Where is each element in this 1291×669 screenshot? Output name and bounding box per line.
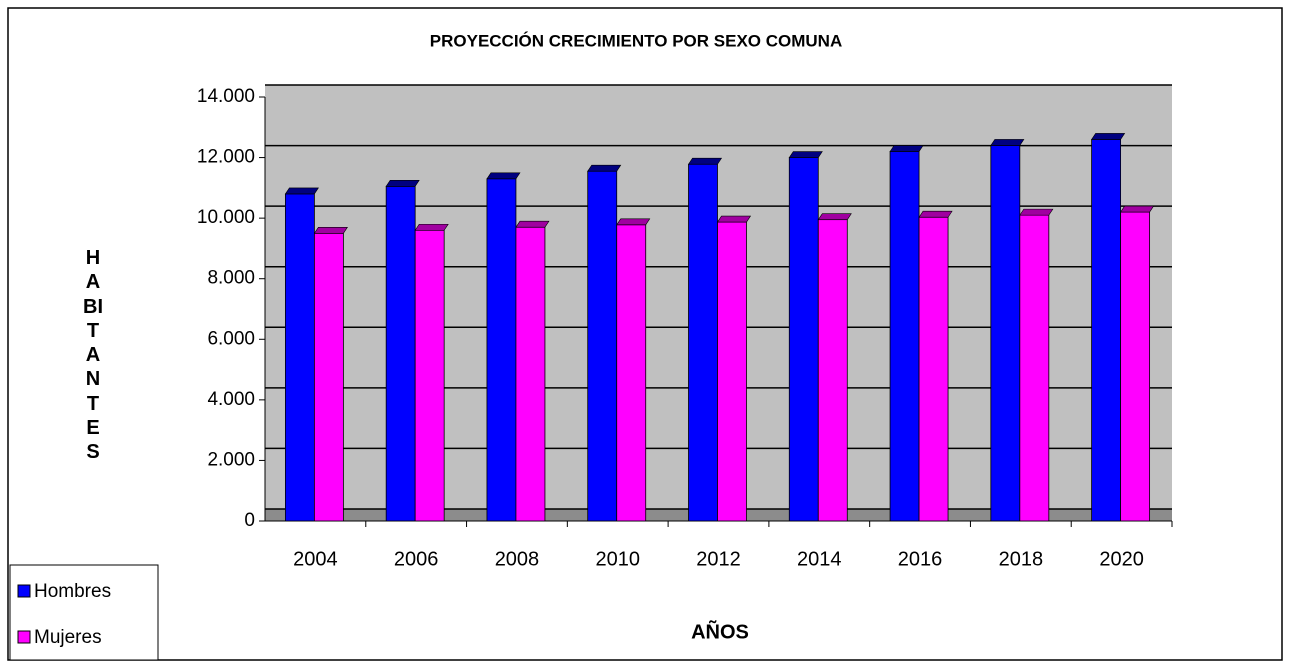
bar xyxy=(889,151,920,522)
bar-top xyxy=(284,187,319,195)
bar-top xyxy=(515,220,550,228)
bar-top xyxy=(817,213,852,220)
bar xyxy=(616,224,647,522)
bar xyxy=(990,145,1021,522)
bar xyxy=(918,216,949,522)
legend-swatch xyxy=(17,584,31,598)
x-tick-label: 2016 xyxy=(898,548,943,570)
bar-top xyxy=(1120,205,1155,213)
bar xyxy=(515,226,546,522)
x-tick-label: 2018 xyxy=(999,548,1044,570)
y-tick-label: 8.000 xyxy=(207,268,255,289)
y-tick-label: 10.000 xyxy=(197,207,255,228)
bar-top xyxy=(313,226,348,234)
x-tick-label: 2020 xyxy=(1099,548,1144,570)
bar-top xyxy=(687,157,723,165)
bar-top xyxy=(889,145,924,152)
bar-top xyxy=(587,164,622,172)
y-tick-label: 0 xyxy=(244,510,255,531)
legend-swatch xyxy=(17,630,31,644)
bar xyxy=(414,229,445,522)
bar xyxy=(385,185,416,522)
bar xyxy=(788,157,819,522)
bar xyxy=(1091,138,1122,522)
x-tick-label: 2008 xyxy=(495,548,540,570)
legend-box xyxy=(9,564,159,661)
y-tick-label: 12.000 xyxy=(197,147,255,168)
bar xyxy=(486,178,517,522)
bar-top xyxy=(990,139,1025,146)
bar xyxy=(717,221,747,522)
bar-top xyxy=(716,215,752,223)
x-tick-label: 2012 xyxy=(696,548,741,570)
x-tick-label: 2010 xyxy=(595,548,640,570)
bar xyxy=(1019,214,1050,522)
bar-top xyxy=(414,223,449,231)
y-axis-label: HABITANTES xyxy=(83,247,103,464)
bar-top xyxy=(385,180,420,187)
bar-top xyxy=(918,210,953,218)
legend-label: Hombres xyxy=(34,581,111,602)
y-tick-label: 2.000 xyxy=(207,449,255,470)
y-tick-label: 14.000 xyxy=(197,86,255,107)
bar xyxy=(817,219,848,522)
bar-top xyxy=(1091,133,1126,140)
x-axis-label: AÑOS xyxy=(691,620,749,643)
x-tick-label: 2006 xyxy=(394,548,439,570)
bar-top xyxy=(1019,208,1054,216)
y-tick-label: 4.000 xyxy=(207,389,255,410)
bar-top xyxy=(788,151,823,158)
bar xyxy=(688,163,718,522)
x-tick-label: 2004 xyxy=(293,548,338,570)
bar-top xyxy=(616,218,651,226)
y-tick-label: 6.000 xyxy=(207,328,255,349)
bar xyxy=(1120,211,1151,522)
legend-label: Mujeres xyxy=(34,627,102,648)
x-tick-label: 2014 xyxy=(797,548,842,570)
bar xyxy=(284,193,315,522)
bar xyxy=(313,232,344,522)
chart-title: PROYECCIÓN CRECIMIENTO POR SEXO COMUNA xyxy=(430,31,842,50)
bar xyxy=(587,170,618,522)
bar-top xyxy=(486,172,521,180)
